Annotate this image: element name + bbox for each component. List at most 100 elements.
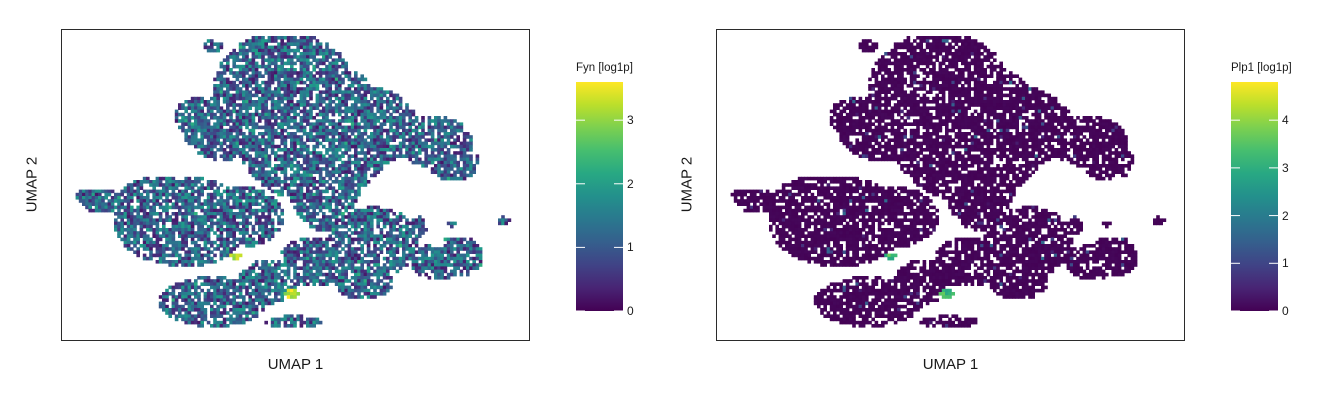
- hexbin-cell: [418, 218, 422, 222]
- hexbin-cell: [210, 106, 214, 110]
- hexbin-cell: [948, 45, 952, 50]
- hexbin-cell: [254, 109, 259, 114]
- hexbin-cell: [277, 180, 281, 184]
- hexbin-cell: [315, 263, 320, 267]
- hexbin-cell: [238, 90, 243, 94]
- hexbin-cell: [238, 288, 243, 293]
- hexbin-cell: [382, 100, 387, 104]
- hexbin-cell: [334, 199, 339, 203]
- hexbin-cell: [283, 148, 288, 152]
- hexbin-cell: [312, 84, 316, 88]
- hexbin-cell: [280, 160, 284, 165]
- hexbin-cell: [395, 247, 400, 251]
- hexbin-cell: [411, 240, 416, 245]
- hexbin-cell: [123, 196, 128, 200]
- hexbin-cell: [315, 125, 320, 130]
- hexbin-cell: [168, 176, 172, 181]
- hexbin-cell: [210, 138, 214, 142]
- hexbin-cell: [430, 141, 435, 146]
- hexbin-cell: [379, 106, 384, 110]
- hexbin-cell: [267, 231, 272, 235]
- hexbin-cell: [296, 183, 300, 187]
- hexbin-cell: [344, 74, 348, 78]
- hexbin-cell: [190, 240, 195, 245]
- hexbin-cell: [274, 93, 278, 98]
- hexbin-cell: [200, 317, 204, 322]
- hexbin-cell: [344, 164, 348, 168]
- hexbin-cell: [178, 231, 182, 235]
- hexbin-cell: [258, 112, 262, 117]
- hexbin-cell: [219, 80, 224, 85]
- hexbin-cell: [251, 160, 256, 165]
- hexbin-cell: [181, 237, 185, 242]
- hexbin-cell: [267, 180, 272, 184]
- hexbin-cell: [210, 128, 214, 133]
- hexbin-cell: [475, 244, 480, 248]
- hexbin-cell: [357, 295, 361, 299]
- hexbin-cell: [405, 218, 409, 222]
- hexbin-cell: [142, 224, 147, 229]
- hexbin-cell: [114, 212, 118, 216]
- hexbin-cell: [306, 218, 310, 222]
- hexbin-cell: [446, 253, 451, 258]
- hexbin-cell: [347, 189, 352, 194]
- hexbin-cell: [379, 285, 384, 290]
- hexbin-cell: [229, 154, 233, 158]
- hexbin-cell: [450, 164, 454, 168]
- hexbin-cell: [414, 151, 419, 155]
- hexbin-cell: [216, 77, 220, 82]
- hexbin-cell: [261, 55, 265, 59]
- hexbin-cell: [226, 298, 230, 302]
- colorbar-gradient: [576, 82, 623, 311]
- hexbin-cell: [398, 266, 403, 270]
- hexbin-cell: [334, 90, 339, 94]
- hexbin-cell: [216, 71, 220, 75]
- hexbin-cell: [347, 119, 352, 123]
- hexbin-cell: [350, 221, 355, 226]
- hexbin-cell: [350, 183, 355, 187]
- hexbin-cell: [405, 263, 409, 267]
- hexbin-cell: [379, 157, 384, 162]
- hexbin-cell: [932, 42, 936, 46]
- hexbin-cell: [165, 295, 169, 299]
- hexbin-cell: [242, 192, 246, 197]
- hexbin-cell: [261, 295, 265, 299]
- hexbin-cell: [283, 93, 288, 98]
- hexbin-cell: [136, 215, 140, 219]
- hexbin-cell: [203, 279, 208, 283]
- hexbin-cell: [130, 186, 134, 190]
- hexbin-cell: [354, 80, 358, 85]
- hexbin-cell: [203, 112, 208, 117]
- hexbin-cell: [242, 106, 246, 110]
- hexbin-cell: [248, 68, 252, 72]
- hexbin-cell: [370, 109, 374, 114]
- hexbin-cell: [200, 301, 204, 306]
- hexbin-cell: [213, 279, 217, 283]
- hexbin-cell: [318, 218, 323, 222]
- hexbin-cell: [293, 320, 297, 325]
- hexbin-cell: [264, 42, 268, 46]
- hexbin-cell: [248, 301, 252, 306]
- hexbin-cell: [443, 266, 448, 270]
- hexbin-cell: [206, 151, 211, 155]
- hexbin-cell: [909, 52, 914, 56]
- hexbin-cell: [158, 260, 163, 264]
- hexbin-cell: [142, 237, 147, 242]
- hexbin-cell: [453, 157, 457, 162]
- hexbin-cell: [219, 154, 224, 158]
- hexbin-cell: [350, 109, 355, 114]
- hexbin-cell: [411, 263, 416, 267]
- hexbin-cell: [267, 199, 272, 203]
- hexbin-cell: [299, 74, 304, 78]
- hexbin-cell: [200, 132, 204, 136]
- hexbin-cell: [210, 180, 214, 184]
- hexbin-cell: [398, 240, 403, 245]
- hexbin-cell: [216, 74, 220, 78]
- hexbin-cell: [325, 173, 329, 178]
- hexbin-cell: [187, 208, 192, 213]
- hexbin-cell: [280, 45, 284, 50]
- hexbin-cell: [261, 103, 265, 107]
- hexbin-cell: [411, 221, 416, 226]
- hexbin-cell: [280, 279, 284, 283]
- hexbin-cell: [331, 231, 336, 235]
